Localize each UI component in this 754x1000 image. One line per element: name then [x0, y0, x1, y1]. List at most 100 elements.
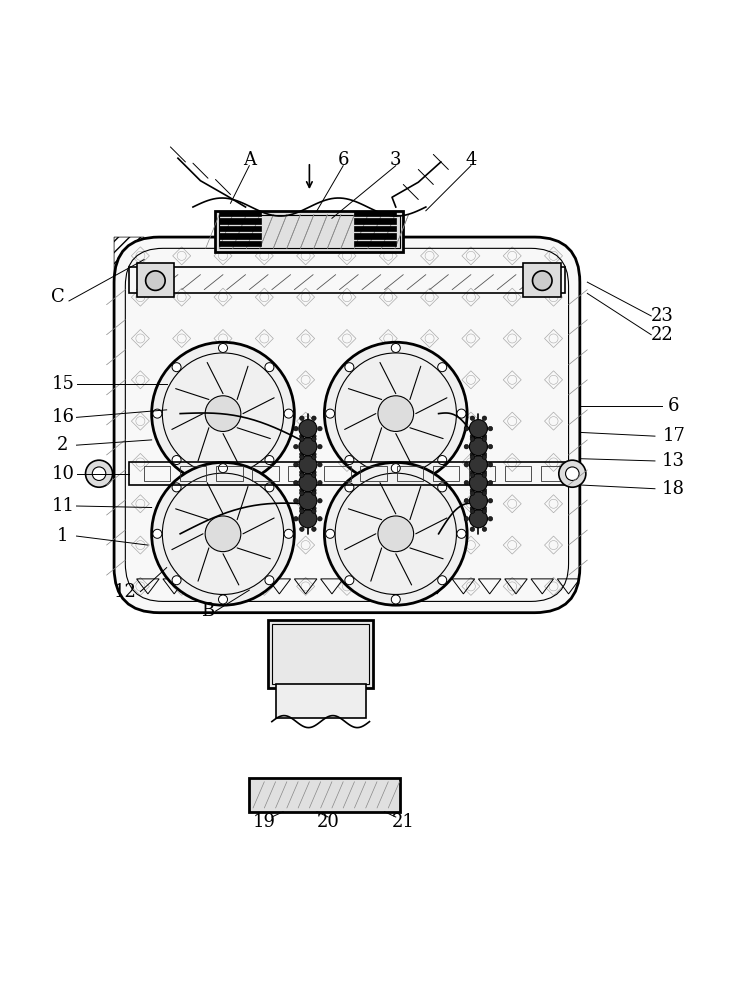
Circle shape — [488, 498, 492, 503]
Circle shape — [345, 456, 354, 465]
Circle shape — [470, 452, 475, 457]
Bar — [268, 620, 373, 688]
Circle shape — [299, 456, 317, 474]
Circle shape — [265, 456, 274, 465]
Text: 12: 12 — [114, 583, 136, 601]
Circle shape — [532, 271, 552, 290]
Circle shape — [391, 595, 400, 604]
Bar — [433, 466, 459, 481]
Text: 1: 1 — [57, 527, 69, 545]
Circle shape — [299, 452, 304, 457]
Circle shape — [482, 470, 486, 475]
Circle shape — [482, 491, 486, 495]
Text: 11: 11 — [51, 497, 75, 515]
Bar — [250, 778, 400, 812]
Bar — [219, 233, 261, 239]
Circle shape — [299, 470, 304, 475]
Bar — [354, 218, 396, 224]
Circle shape — [293, 480, 298, 485]
Circle shape — [219, 595, 228, 604]
Circle shape — [488, 480, 492, 485]
Bar — [144, 466, 170, 481]
Circle shape — [464, 444, 469, 449]
Circle shape — [464, 426, 469, 431]
Circle shape — [488, 462, 492, 467]
Circle shape — [219, 343, 228, 352]
Circle shape — [470, 509, 475, 513]
Circle shape — [317, 462, 322, 467]
Circle shape — [299, 527, 304, 531]
Bar — [253, 466, 278, 481]
Circle shape — [324, 462, 467, 605]
Bar — [219, 211, 261, 216]
Circle shape — [470, 492, 487, 510]
Bar — [219, 218, 261, 224]
Circle shape — [470, 455, 475, 459]
Circle shape — [172, 576, 181, 585]
Circle shape — [470, 416, 475, 420]
Circle shape — [482, 437, 486, 441]
Circle shape — [326, 409, 335, 418]
Circle shape — [482, 473, 486, 477]
Circle shape — [299, 474, 317, 492]
FancyBboxPatch shape — [114, 237, 580, 613]
Circle shape — [219, 464, 228, 473]
Circle shape — [482, 509, 486, 513]
Bar — [216, 211, 403, 252]
Bar — [180, 466, 207, 481]
Circle shape — [299, 437, 304, 441]
Text: 15: 15 — [51, 375, 75, 393]
Circle shape — [324, 342, 467, 485]
Circle shape — [488, 444, 492, 449]
Circle shape — [482, 527, 486, 531]
Circle shape — [311, 506, 316, 511]
Circle shape — [311, 488, 316, 493]
Circle shape — [311, 452, 316, 457]
Text: A: A — [243, 151, 256, 169]
Circle shape — [457, 409, 466, 418]
Circle shape — [311, 434, 316, 439]
Circle shape — [299, 488, 304, 493]
Circle shape — [265, 483, 274, 492]
Circle shape — [299, 509, 304, 513]
Text: B: B — [201, 602, 215, 620]
Bar — [541, 466, 567, 481]
Circle shape — [311, 455, 316, 459]
Circle shape — [85, 460, 112, 487]
Bar — [288, 466, 314, 481]
Circle shape — [153, 529, 162, 538]
Bar — [324, 466, 351, 481]
Circle shape — [265, 576, 274, 585]
Bar — [523, 263, 561, 297]
Bar — [275, 684, 366, 718]
Circle shape — [317, 517, 322, 521]
Circle shape — [293, 444, 298, 449]
Circle shape — [488, 426, 492, 431]
Circle shape — [438, 576, 446, 585]
Bar — [360, 466, 387, 481]
Circle shape — [265, 363, 274, 372]
Text: 19: 19 — [253, 813, 276, 831]
Circle shape — [391, 464, 400, 473]
Bar — [219, 215, 400, 248]
Bar — [354, 233, 396, 239]
Circle shape — [482, 455, 486, 459]
Circle shape — [464, 517, 469, 521]
Circle shape — [299, 416, 304, 420]
Circle shape — [470, 506, 475, 511]
Bar — [469, 466, 495, 481]
Bar — [129, 462, 565, 485]
Circle shape — [299, 455, 304, 459]
Circle shape — [457, 529, 466, 538]
Bar — [354, 226, 396, 231]
Circle shape — [470, 488, 475, 493]
Text: 20: 20 — [317, 813, 339, 831]
Circle shape — [299, 506, 304, 511]
Circle shape — [470, 491, 475, 495]
Circle shape — [299, 438, 317, 456]
Circle shape — [317, 444, 322, 449]
Circle shape — [293, 426, 298, 431]
Bar — [354, 241, 396, 246]
Text: 22: 22 — [651, 326, 674, 344]
Circle shape — [293, 517, 298, 521]
